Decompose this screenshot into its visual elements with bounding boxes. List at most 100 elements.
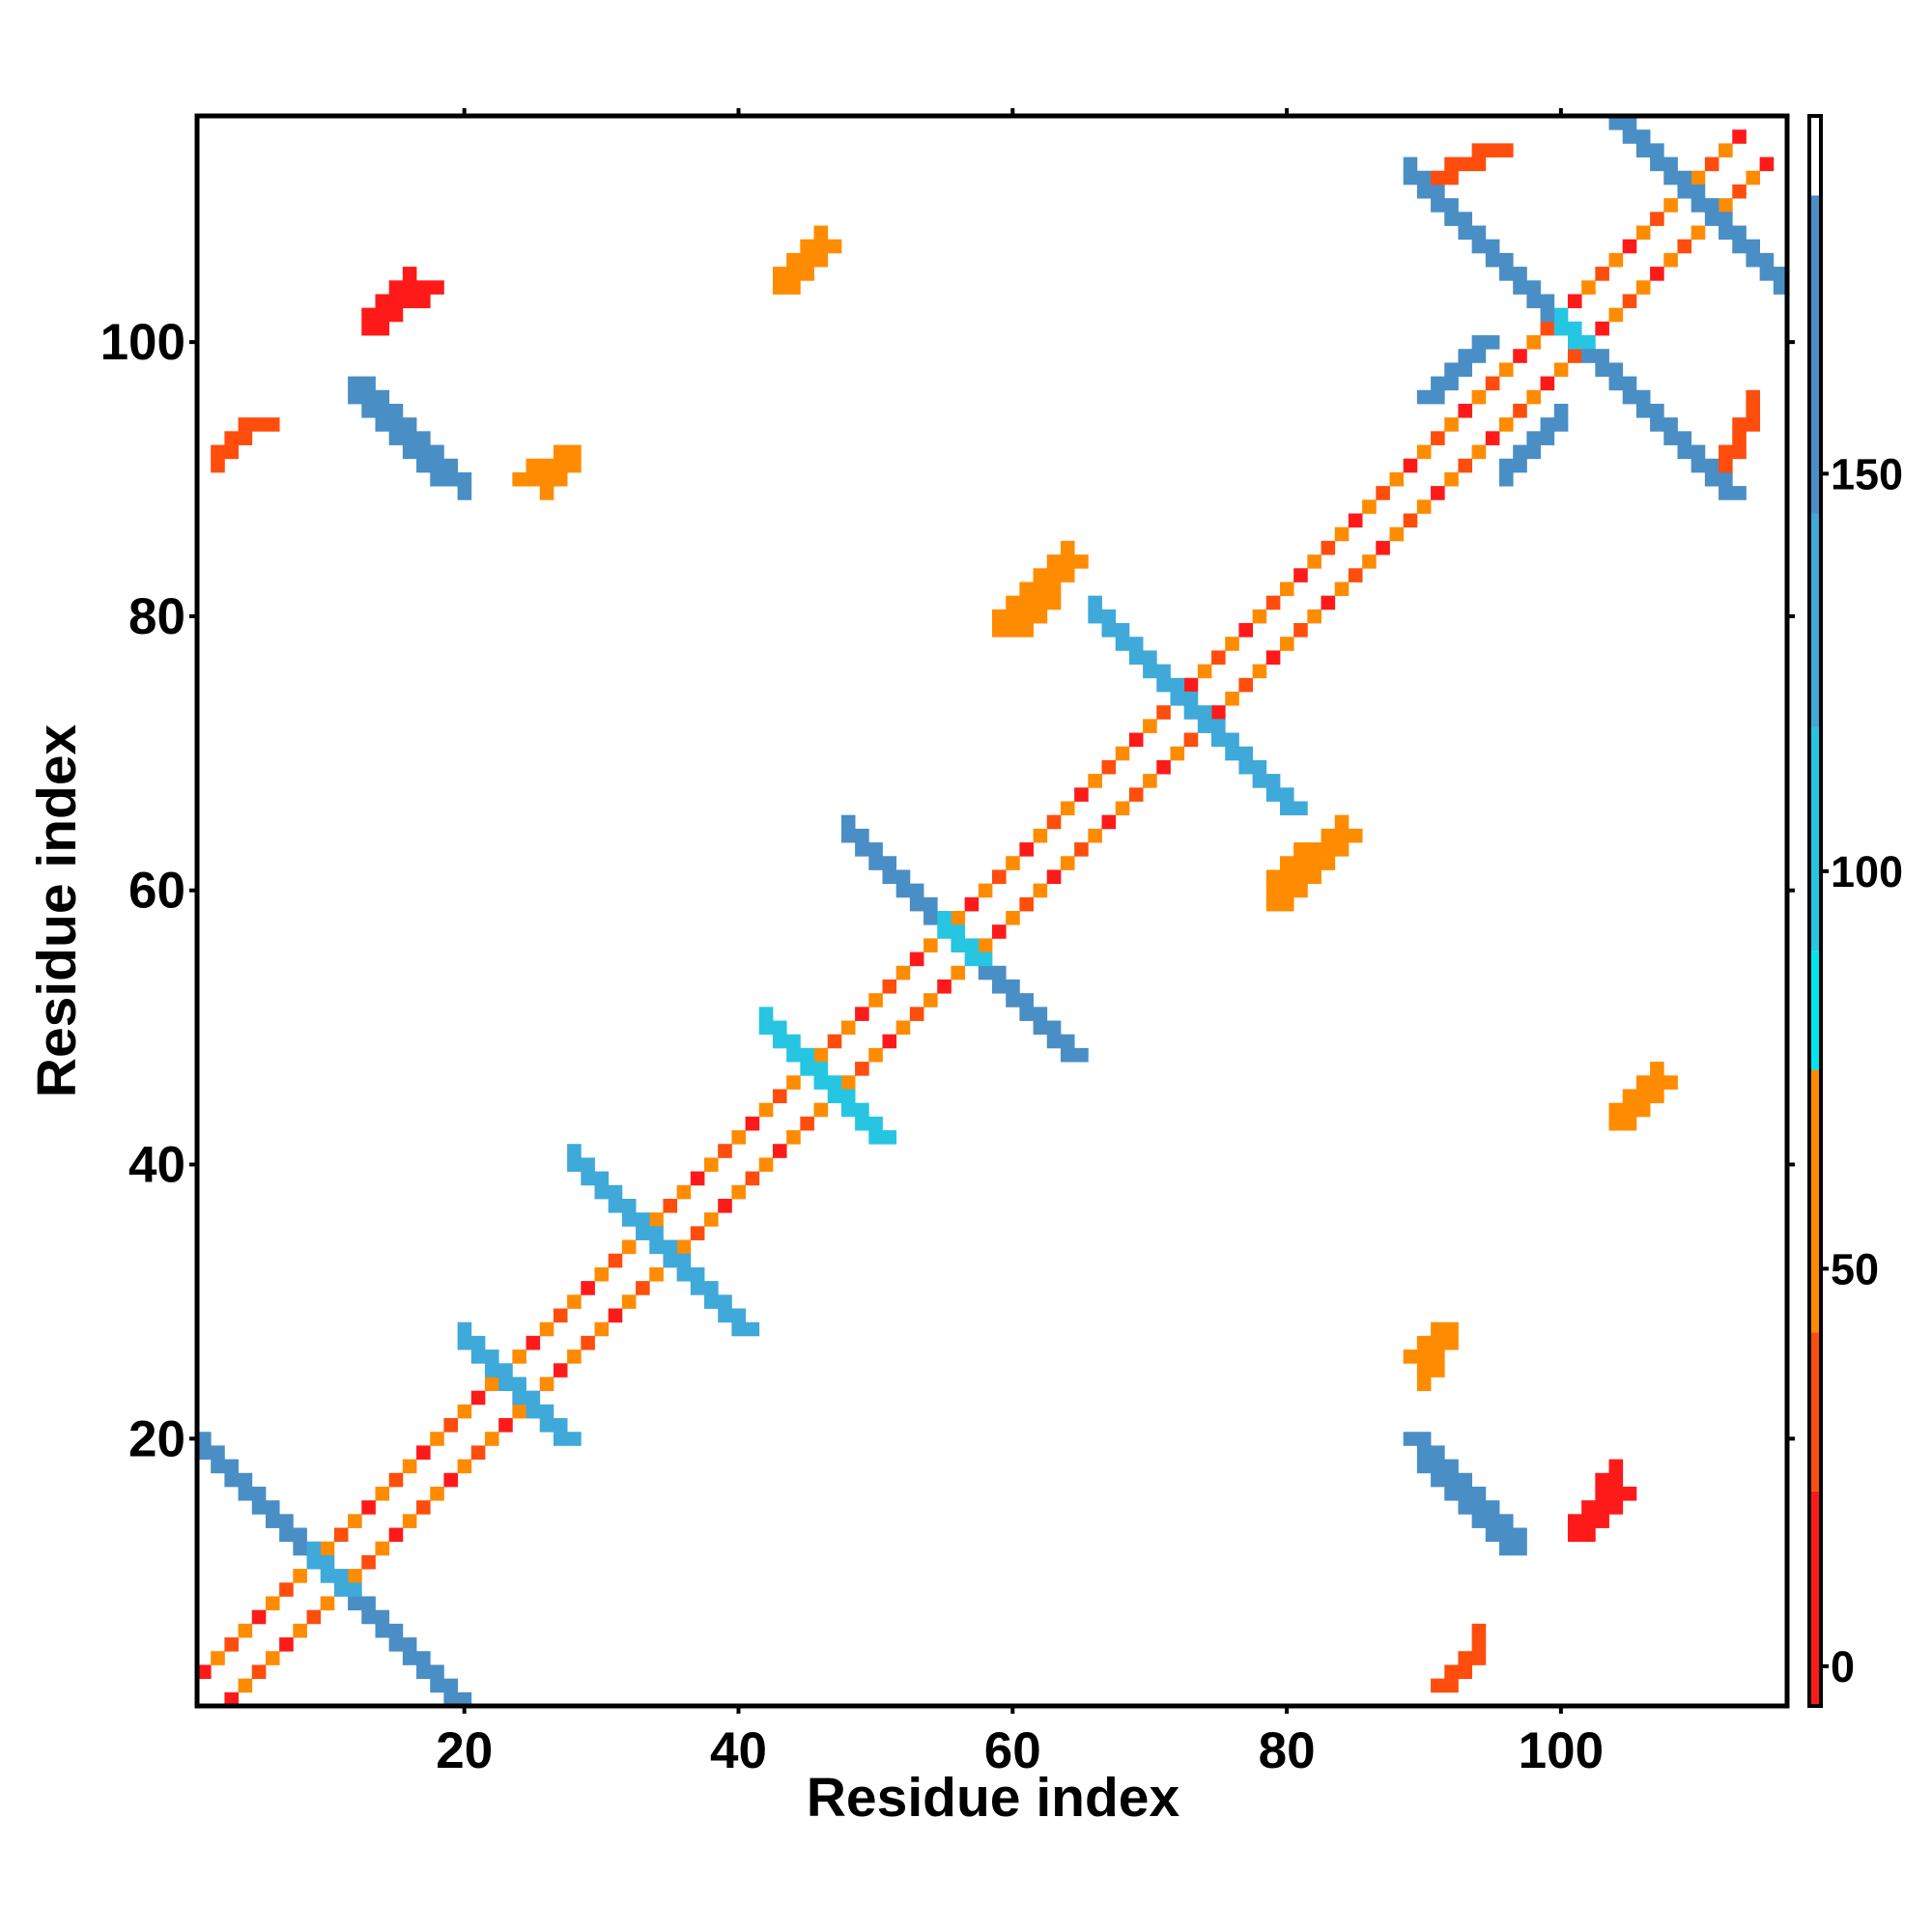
heatmap-cell [1431, 1445, 1445, 1460]
heatmap-cell [1595, 267, 1609, 281]
heatmap-cell [1252, 774, 1267, 788]
heatmap-cell [197, 1445, 212, 1460]
heatmap-cell [1019, 609, 1034, 624]
heatmap-cell [238, 1486, 253, 1501]
heatmap-cell [1416, 444, 1432, 460]
heatmap-cell [1773, 267, 1788, 281]
heatmap-cell [265, 1500, 280, 1515]
heatmap-cell [416, 1651, 431, 1665]
heatmap-cell [1265, 595, 1281, 611]
heatmap-cell [1471, 349, 1487, 363]
heatmap-cell [594, 1321, 610, 1337]
heatmap-cell [1444, 156, 1459, 172]
heatmap-cell [1416, 1377, 1432, 1392]
heatmap-cell [1444, 1486, 1459, 1501]
heatmap-cell [1471, 1500, 1487, 1515]
heatmap-cell [553, 458, 568, 473]
heatmap-cell [1513, 403, 1527, 418]
heatmap-cell [1197, 705, 1212, 720]
heatmap-cell [375, 321, 390, 336]
heatmap-cell [840, 1075, 856, 1090]
heatmap-cell [1279, 582, 1294, 597]
heatmap-cell [813, 1102, 829, 1118]
heatmap-cell [1719, 225, 1733, 241]
heatmap-cell [1458, 1651, 1473, 1665]
heatmap-cell [457, 1459, 472, 1474]
heatmap-cell [512, 1377, 526, 1392]
heatmap-cell [758, 1007, 774, 1021]
heatmap-cell [1019, 595, 1034, 611]
heatmap-cell [1416, 184, 1432, 199]
heatmap-cell [1471, 1651, 1487, 1665]
heatmap-cell [882, 856, 897, 870]
heatmap-cell [855, 842, 869, 857]
heatmap-cell [1567, 1527, 1582, 1543]
heatmap-cell [388, 1637, 404, 1652]
x-tick-label: 60 [984, 1722, 1041, 1779]
heatmap-cell [539, 1404, 554, 1419]
heatmap-cell [1595, 1486, 1609, 1501]
heatmap-cell [745, 1171, 760, 1186]
heatmap-cell [895, 965, 911, 980]
heatmap-cell [882, 979, 897, 994]
heatmap-cell [1060, 1034, 1075, 1049]
heatmap-cell [1143, 774, 1157, 788]
heatmap-cell [402, 444, 417, 460]
heatmap-cell [951, 965, 966, 980]
heatmap-cell [1444, 212, 1459, 226]
heatmap-cell [1567, 349, 1582, 363]
heatmap-cell [621, 1198, 637, 1213]
heatmap-cell [457, 1691, 472, 1707]
heatmap-cell [1581, 280, 1596, 295]
heatmap-cell [745, 1321, 760, 1337]
heatmap-cell [1115, 637, 1130, 651]
heatmap-cell [868, 842, 883, 857]
heatmap-cell [1238, 759, 1253, 775]
heatmap-cell [457, 1321, 472, 1337]
heatmap-cell [1088, 609, 1102, 624]
heatmap-cell [1143, 719, 1157, 733]
heatmap-cell [333, 1569, 349, 1583]
heatmap-cell [251, 1664, 267, 1680]
colorbar-tick-label: 0 [1831, 1642, 1855, 1691]
heatmap-cell [1019, 842, 1034, 857]
heatmap-cell [840, 828, 856, 843]
heatmap-cell [348, 1569, 362, 1583]
heatmap-cell [333, 1582, 349, 1597]
heatmap-cell [251, 1486, 267, 1501]
heatmap-cell [498, 1418, 513, 1433]
colorbar-band [1809, 116, 1821, 196]
heatmap-cell [1704, 156, 1719, 172]
heatmap-cell [992, 924, 1007, 939]
heatmap-cell [992, 979, 1007, 994]
heatmap-cell [361, 1500, 376, 1515]
heatmap-cell [581, 1171, 595, 1186]
heatmap-cell [1307, 554, 1321, 569]
heatmap-cell [279, 1637, 294, 1652]
heatmap-cell [1046, 1034, 1062, 1049]
heatmap-cell [1719, 198, 1733, 213]
heatmap-cell [649, 1212, 664, 1227]
heatmap-cell [1759, 267, 1775, 281]
heatmap-cell [498, 1377, 513, 1392]
heatmap-cell [676, 1184, 692, 1200]
heatmap-cell [1307, 869, 1321, 885]
heatmap-cell [1458, 1472, 1473, 1488]
heatmap-cell [1553, 403, 1569, 418]
colorbar-band [1809, 1491, 1821, 1706]
heatmap-cell [1088, 595, 1102, 611]
heatmap-cell [361, 403, 376, 418]
heatmap-cell [567, 444, 582, 460]
heatmap-cell [1376, 486, 1390, 500]
heatmap-cell [1265, 896, 1281, 912]
heatmap-cell [1635, 403, 1651, 418]
heatmap-cell [539, 1377, 554, 1392]
heatmap-cell [1183, 732, 1199, 748]
heatmap-cell [1019, 993, 1034, 1008]
heatmap-cell [1033, 595, 1048, 611]
heatmap-cell [1540, 431, 1555, 445]
heatmap-cell [1183, 691, 1199, 706]
heatmap-cell [1458, 1486, 1473, 1501]
heatmap-cell [306, 1554, 322, 1570]
heatmap-cell [1416, 389, 1432, 405]
